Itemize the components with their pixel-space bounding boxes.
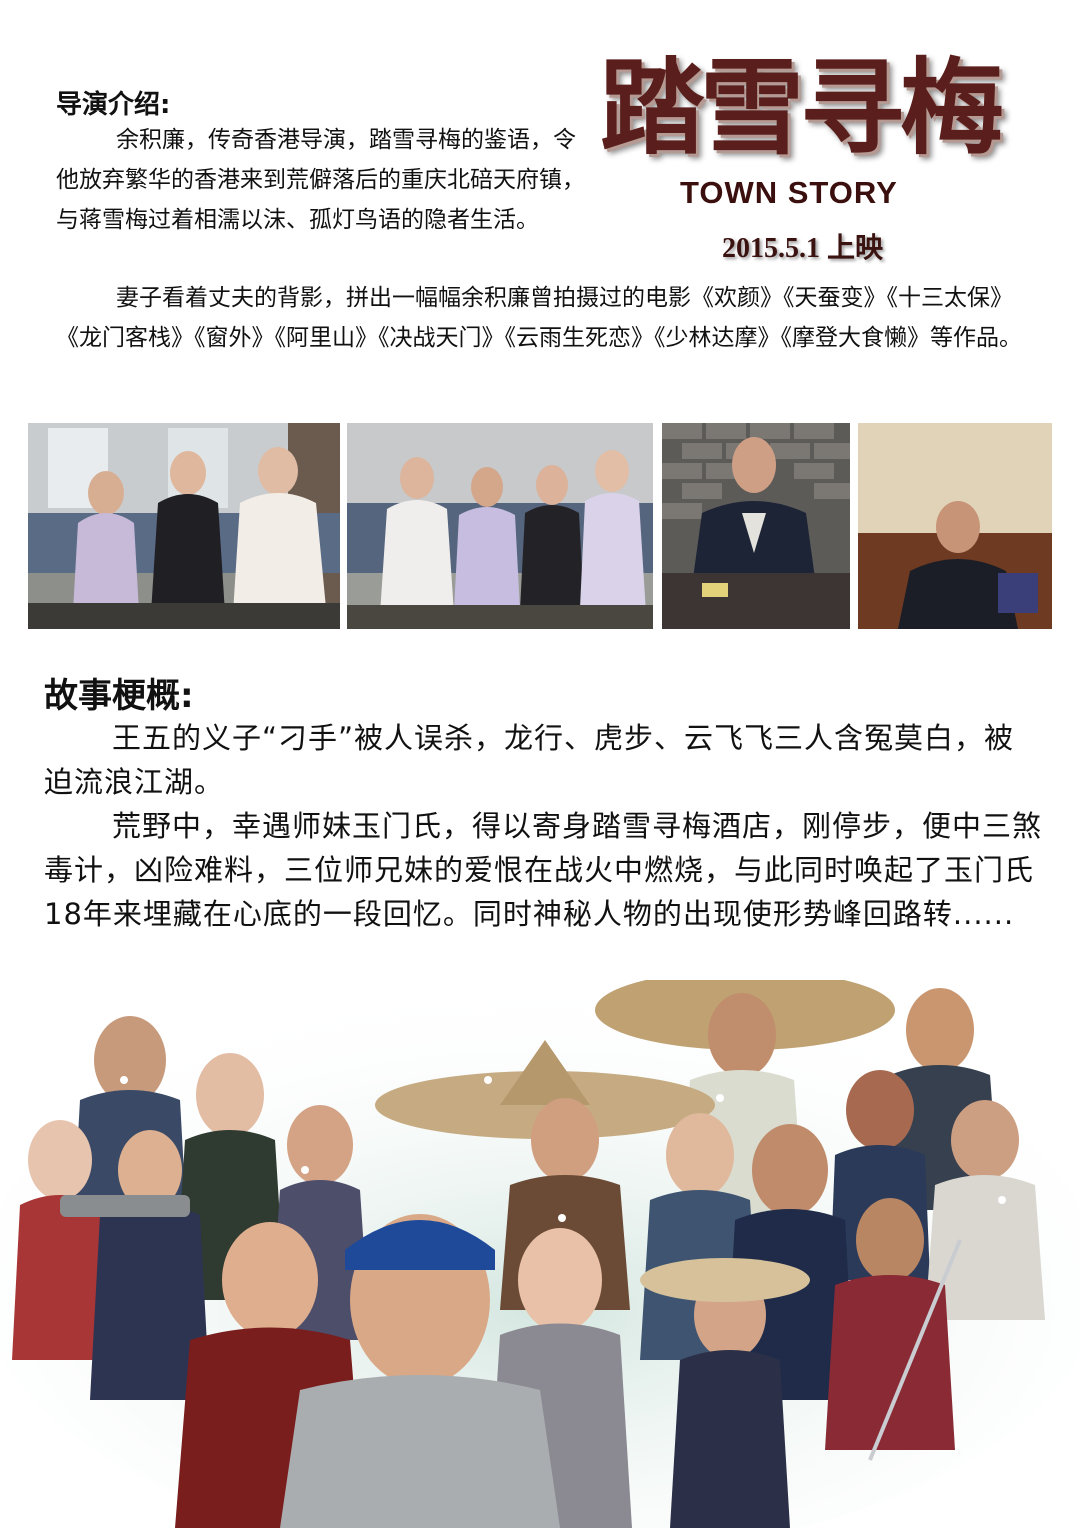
still-photo-three-women [28, 423, 340, 629]
story-paragraph-2: 荒野中，幸遇师妹玉门氏，得以寄身踏雪寻梅酒店，刚停步，便中三煞毒计，凶险难料，三… [44, 809, 1043, 931]
director-paragraph-1: 余积廉，传奇香港导演，踏雪寻梅的鉴语，令他放弃繁华的香港来到荒僻落后的重庆北碚天… [56, 127, 585, 233]
still-photo-man-seated [662, 423, 850, 629]
release-date: 2015.5.1 上映 [722, 233, 884, 264]
story-paragraph-1: 王五的义子“刁手”被人误杀，龙行、虎步、云飞飞三人含冤莫白，被迫流浪江湖。 [44, 721, 1015, 799]
story-heading: 故事梗概: [44, 676, 194, 716]
poster-title-chinese: 踏雪寻梅 [600, 46, 1004, 169]
director-paragraph-2: 妻子看着丈夫的背影，拼出一幅幅余积廉曾拍摄过的电影《欢颜》《天蚕变》《十三太保》… [56, 285, 1022, 351]
poster-title-english: TOWN STORY [680, 175, 898, 210]
still-photo-four-women [347, 423, 653, 629]
cast-collage-image [0, 970, 1080, 1528]
director-heading: 导演介绍: [56, 90, 171, 120]
still-photo-young-man [858, 423, 1052, 629]
